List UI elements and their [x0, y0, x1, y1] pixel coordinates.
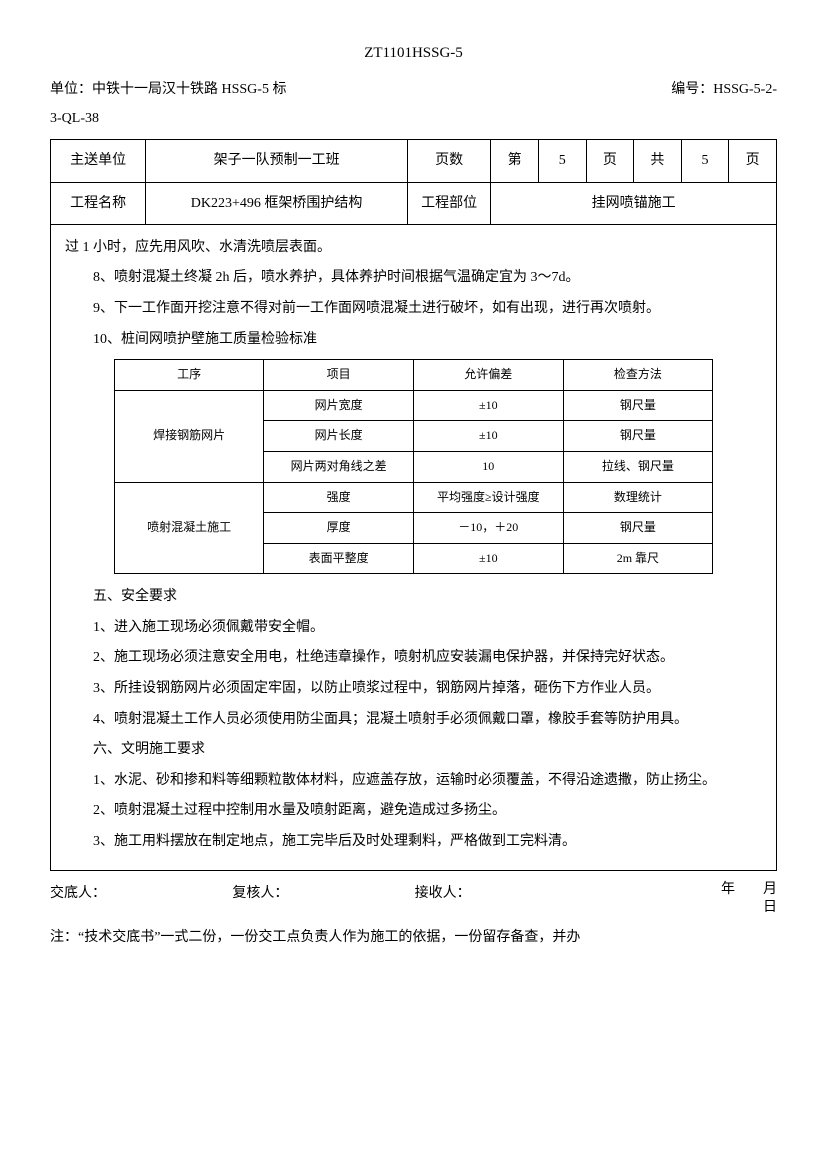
- year-label: 年: [721, 882, 735, 897]
- group-cell: 喷射混凝土施工: [114, 482, 264, 574]
- section-title: 六、文明施工要求: [65, 737, 762, 764]
- cell-value: 挂网喷锚施工: [491, 182, 777, 224]
- footnote: 注：“技术交底书”一式二份，一份交工点负责人作为施工的依据，一份留存备查，并办: [50, 925, 777, 950]
- section-title: 五、安全要求: [65, 584, 762, 611]
- cell: ±10: [413, 390, 563, 421]
- sig-jieshou: 接收人：: [415, 881, 597, 917]
- unit-label: 单位：: [50, 82, 92, 97]
- para: 3、施工用料摆放在制定地点，施工完毕后及时处理剩料，严格做到工完料清。: [65, 829, 762, 856]
- cell-ye: 页: [586, 140, 634, 182]
- cell: ±10: [413, 421, 563, 452]
- cell-page: 5: [538, 140, 586, 182]
- para: 4、喷射混凝土工作人员必须使用防尘面具；混凝土喷射手必须佩戴口罩，橡胶手套等防护…: [65, 707, 762, 734]
- cell-label: 页数: [408, 140, 491, 182]
- para: 10、桩间网喷护壁施工质量检验标准: [65, 327, 762, 354]
- cell: 钢尺量: [563, 390, 713, 421]
- cell: 厚度: [264, 513, 414, 544]
- docnum-label: 编号：: [671, 82, 713, 97]
- para: 1、水泥、砂和掺和料等细颗粒散体材料，应遮盖存放，运输时必须覆盖，不得沿途遗撒，…: [65, 768, 762, 795]
- unit-value: 中铁十一局汉十铁路 HSSG-5 标: [92, 82, 286, 97]
- cell-value: 架子一队预制一工班: [146, 140, 408, 182]
- cell-label: 主送单位: [51, 140, 146, 182]
- info-table: 主送单位 架子一队预制一工班 页数 第 5 页 共 5 页 工程名称 DK223…: [50, 139, 777, 224]
- cell: 表面平整度: [264, 543, 414, 574]
- th: 检查方法: [563, 360, 713, 391]
- th: 允许偏差: [413, 360, 563, 391]
- cell: 拉线、钢尺量: [563, 451, 713, 482]
- meta-line: 单位：中铁十一局汉十铁路 HSSG-5 标 编号：HSSG-5-2-: [50, 77, 777, 102]
- cell: 强度: [264, 482, 414, 513]
- para: 9、下一工作面开挖注意不得对前一工作面网喷混凝土进行破坏，如有出现，进行再次喷射…: [65, 296, 762, 323]
- doc-code: ZT1101HSSG-5: [50, 40, 777, 67]
- table-row: 工序 项目 允许偏差 检查方法: [114, 360, 712, 391]
- cell: 平均强度≥设计强度: [413, 482, 563, 513]
- cell-di: 第: [491, 140, 539, 182]
- cell: 10: [413, 451, 563, 482]
- cell: 数理统计: [563, 482, 713, 513]
- month-label: 月: [763, 882, 777, 897]
- para: 2、喷射混凝土过程中控制用水量及喷射距离，避免造成过多扬尘。: [65, 798, 762, 825]
- cell: 钢尺量: [563, 513, 713, 544]
- th: 项目: [264, 360, 414, 391]
- cell-label: 工程部位: [408, 182, 491, 224]
- cell: 网片两对角线之差: [264, 451, 414, 482]
- para: 8、喷射混凝土终凝 2h 后，喷水养护，具体养护时间根据气温确定宜为 3～7d。: [65, 265, 762, 292]
- quality-table: 工序 项目 允许偏差 检查方法 焊接钢筋网片 网片宽度 ±10 钢尺量 网片长度…: [114, 359, 713, 574]
- cell: －10，＋20: [413, 513, 563, 544]
- th: 工序: [114, 360, 264, 391]
- docnum-info: 编号：HSSG-5-2-: [671, 77, 777, 102]
- cell: 网片宽度: [264, 390, 414, 421]
- unit-info: 单位：中铁十一局汉十铁路 HSSG-5 标: [50, 77, 286, 102]
- cell-total: 5: [681, 140, 729, 182]
- sig-jiaodi: 交底人：: [50, 881, 232, 917]
- para: 3、所挂设钢筋网片必须固定牢固，以防止喷浆过程中，钢筋网片掉落，砸伤下方作业人员…: [65, 676, 762, 703]
- cell: 钢尺量: [563, 421, 713, 452]
- signature-line: 交底人： 复核人： 接收人： 年 月日: [50, 881, 777, 917]
- cell: ±10: [413, 543, 563, 574]
- docnum-value: HSSG-5-2-: [713, 82, 777, 97]
- cell-label: 工程名称: [51, 182, 146, 224]
- sig-fuhe: 复核人：: [232, 881, 414, 917]
- group-cell: 焊接钢筋网片: [114, 390, 264, 482]
- main-content: 过 1 小时，应先用风吹、水清洗喷层表面。 8、喷射混凝土终凝 2h 后，喷水养…: [50, 225, 777, 871]
- cell-gong: 共: [634, 140, 682, 182]
- para: 过 1 小时，应先用风吹、水清洗喷层表面。: [65, 235, 762, 262]
- table-row: 喷射混凝土施工 强度 平均强度≥设计强度 数理统计: [114, 482, 712, 513]
- docnum-suffix: 3-QL-38: [50, 106, 777, 131]
- table-row: 焊接钢筋网片 网片宽度 ±10 钢尺量: [114, 390, 712, 421]
- table-row: 工程名称 DK223+496 框架桥围护结构 工程部位 挂网喷锚施工: [51, 182, 777, 224]
- para: 2、施工现场必须注意安全用电，杜绝违章操作，喷射机应安装漏电保护器，并保持完好状…: [65, 645, 762, 672]
- cell: 网片长度: [264, 421, 414, 452]
- cell: 2m 靠尺: [563, 543, 713, 574]
- cell-value: DK223+496 框架桥围护结构: [146, 182, 408, 224]
- cell-ye2: 页: [729, 140, 777, 182]
- para: 1、进入施工现场必须佩戴带安全帽。: [65, 615, 762, 642]
- sig-date: 年 月日: [597, 881, 777, 917]
- table-row: 主送单位 架子一队预制一工班 页数 第 5 页 共 5 页: [51, 140, 777, 182]
- day-label: 日: [763, 900, 777, 915]
